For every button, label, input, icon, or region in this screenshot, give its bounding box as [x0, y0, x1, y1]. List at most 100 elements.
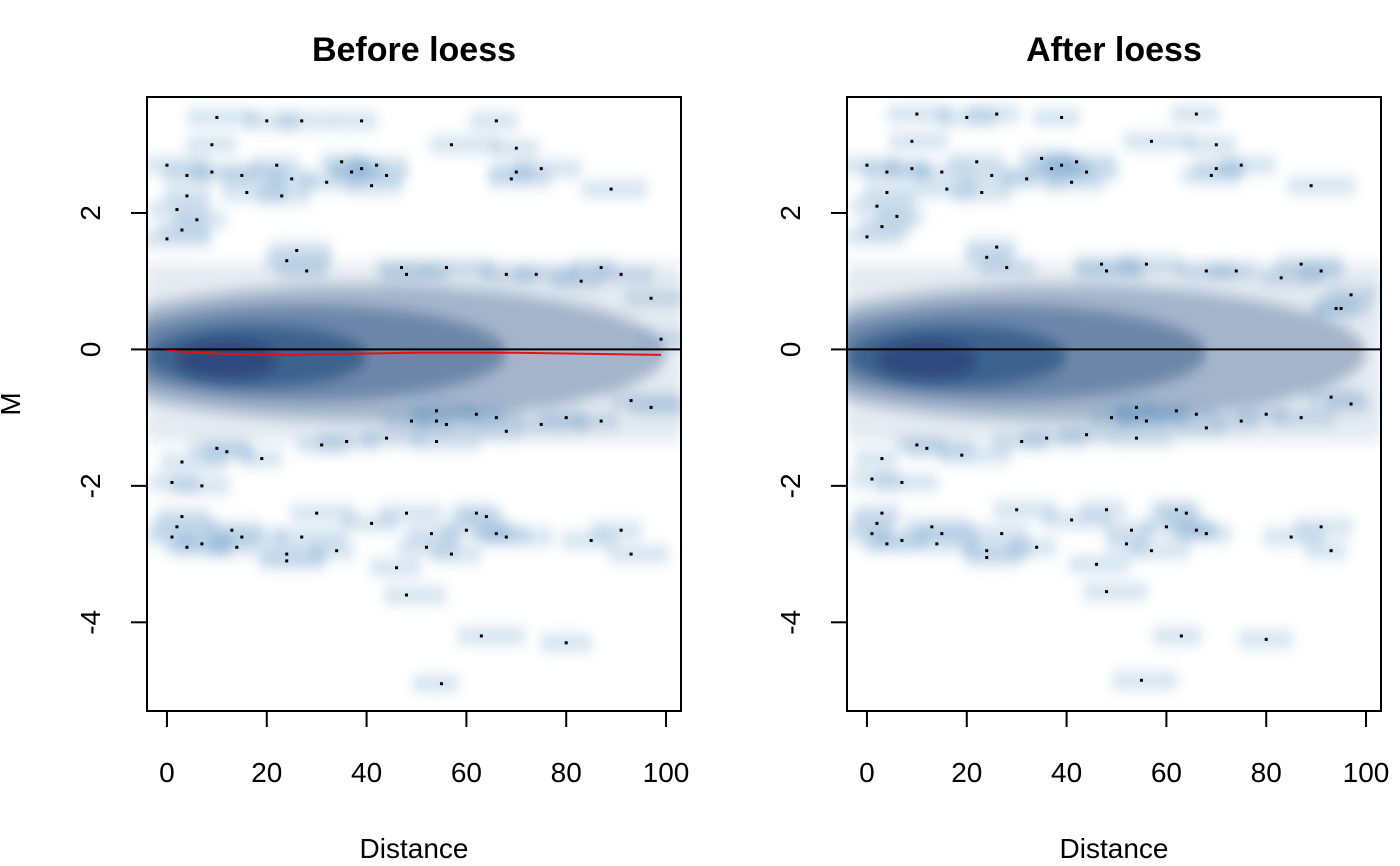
density-patch [853, 450, 898, 467]
x-tick-label: 0 [159, 757, 175, 788]
data-point [1070, 180, 1074, 184]
density-patch [1074, 262, 1147, 279]
data-point [1319, 269, 1323, 273]
data-point [1194, 528, 1198, 532]
data-point [275, 163, 279, 167]
data-point [235, 545, 239, 549]
data-point [1095, 562, 1099, 566]
data-point [1100, 262, 1104, 266]
data-point [405, 272, 409, 276]
data-point [1025, 177, 1029, 181]
density-patch [276, 112, 336, 129]
data-point [980, 191, 984, 195]
density-cloud [847, 106, 1381, 689]
data-point [240, 535, 244, 539]
data-point [1139, 678, 1143, 682]
density-patch [360, 430, 426, 447]
density-patch [873, 474, 940, 491]
data-point [589, 538, 593, 542]
density-patch [1067, 556, 1132, 573]
data-point [439, 682, 443, 686]
y-tick-label: -4 [775, 610, 806, 635]
y-axis: -4 -2 0 2 [75, 205, 148, 635]
data-point [215, 446, 219, 450]
data-point [370, 184, 374, 188]
data-point [429, 532, 433, 536]
data-point [1204, 426, 1208, 430]
data-point [180, 460, 184, 464]
data-point [579, 279, 583, 283]
x-tick-label: 100 [643, 757, 690, 788]
data-point [649, 405, 653, 409]
data-point [1015, 508, 1019, 512]
density-patch [257, 552, 328, 569]
density-patch [345, 177, 404, 194]
density-patch [330, 112, 379, 129]
data-point [175, 525, 179, 529]
y-tick-label: 2 [75, 205, 106, 221]
data-point [449, 143, 453, 147]
x-tick-label: 100 [1343, 757, 1390, 788]
density-patch [1271, 409, 1337, 426]
data-point [990, 173, 994, 177]
data-point [875, 204, 879, 208]
data-point [1045, 436, 1049, 440]
density-patch [1127, 542, 1192, 559]
data-point [175, 208, 179, 212]
y-tick-label: 0 [775, 342, 806, 358]
density-patch [1292, 518, 1355, 535]
data-point [1299, 262, 1303, 266]
data-point [1134, 405, 1138, 409]
data-point [960, 453, 964, 457]
density-patch [885, 106, 953, 123]
data-point [509, 177, 513, 181]
data-point [985, 556, 989, 559]
data-point [965, 115, 969, 119]
data-point [900, 480, 904, 484]
data-point [180, 515, 184, 519]
data-point [1214, 143, 1218, 147]
data-point [200, 542, 204, 546]
data-point [1144, 262, 1148, 266]
data-point [1040, 156, 1044, 160]
data-point [385, 436, 389, 440]
density-patch [377, 505, 444, 522]
data-point [870, 532, 874, 536]
density-patch [159, 453, 229, 470]
data-point [320, 443, 324, 447]
data-point [230, 528, 234, 532]
data-point [1264, 637, 1268, 641]
data-point [305, 269, 309, 273]
data-point [1319, 525, 1323, 529]
data-point [995, 112, 999, 116]
data-point [300, 535, 304, 539]
data-point [1194, 412, 1198, 416]
data-point [880, 225, 884, 229]
data-point [350, 170, 354, 174]
data-point [434, 409, 438, 413]
data-point [534, 272, 538, 276]
density-patch [1008, 539, 1059, 556]
data-point [1105, 269, 1109, 273]
x-tick-label: 80 [551, 757, 582, 788]
data-point [985, 255, 989, 259]
data-point [265, 119, 269, 123]
data-point [1279, 276, 1283, 280]
x-tick-label: 20 [951, 757, 982, 788]
density-patch [1044, 174, 1106, 191]
data-point [1060, 115, 1064, 119]
data-point [1105, 508, 1109, 512]
data-point [185, 194, 189, 198]
data-point [474, 511, 478, 515]
density-patch [964, 549, 1023, 566]
density-patch [1122, 133, 1195, 150]
data-point [1020, 440, 1024, 444]
data-point [940, 532, 944, 536]
data-point [910, 139, 914, 143]
density-patch [310, 542, 356, 559]
density-patch [472, 409, 524, 426]
data-point [1129, 528, 1133, 532]
density-patch [206, 539, 262, 556]
data-point [629, 552, 633, 556]
data-point [870, 477, 874, 481]
